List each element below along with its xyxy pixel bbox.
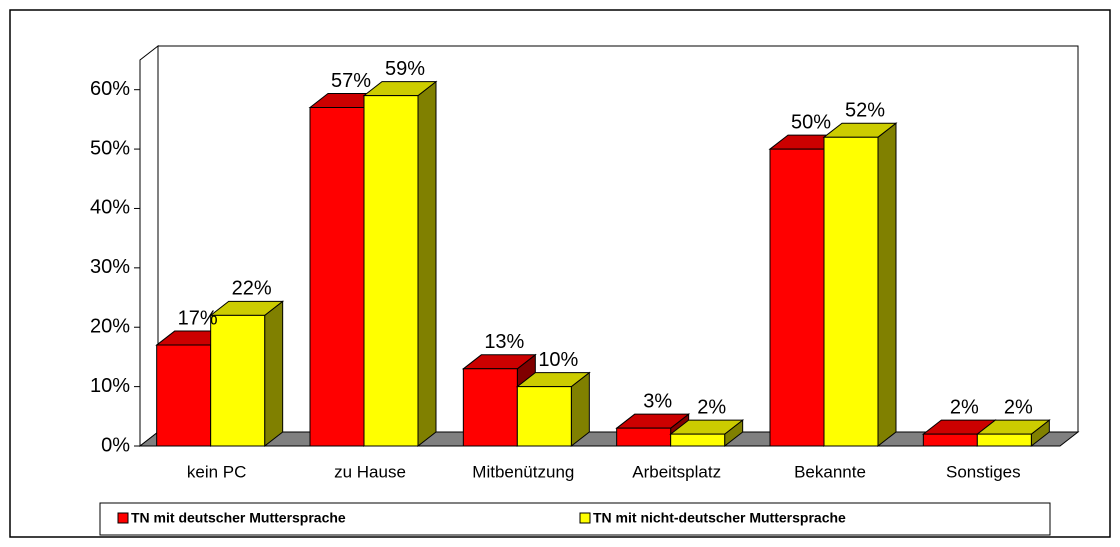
bar [209,300,285,448]
bar-face [616,427,672,447]
y-tick-label: 30% [90,256,130,278]
bar-face [156,344,212,447]
bar-face [976,433,1032,447]
bar-face [823,136,879,447]
y-tick-label: 50% [90,137,130,159]
y-tick-label: 20% [90,316,130,338]
bar [615,413,691,448]
bar-face [417,80,437,448]
value-label: 13% [484,331,524,353]
bar-face [363,95,419,447]
bar [362,80,438,448]
value-label: 52% [845,99,885,121]
bar-face [309,107,365,447]
y-tick-label: 40% [90,197,130,219]
y-tick-label: 0% [101,434,130,456]
bar-face [922,433,978,447]
value-label: 57% [331,70,371,92]
value-label: 59% [385,58,425,80]
legend-swatch [117,512,129,524]
bar [975,419,1051,448]
bar-face [877,122,897,448]
value-label: 10% [538,349,578,371]
x-tick-label: Mitbenützung [472,462,574,481]
bar-face [769,148,825,447]
value-label: 22% [232,278,272,300]
value-label: 2% [1004,396,1033,418]
bar-face [670,433,726,447]
side-wall [139,44,159,448]
x-tick-label: kein PC [187,462,247,481]
y-tick-label: 60% [90,78,130,100]
legend-label: TN mit deutscher Muttersprache [131,510,346,526]
value-label: 2% [950,396,979,418]
bar-face [264,300,284,448]
legend-box [99,502,1051,536]
value-label: 3% [643,390,672,412]
y-tick-label: 10% [90,375,130,397]
bar-face [462,368,518,447]
legend-label: TN mit nicht-deutscher Muttersprache [593,510,846,526]
value-label: 17% [178,307,218,329]
bar [822,122,898,448]
bar-face [516,386,572,447]
bar-face [210,314,266,447]
x-tick-label: Arbeitsplatz [632,462,721,481]
value-label: 2% [697,396,726,418]
x-tick-label: Bekannte [794,462,866,481]
x-tick-label: zu Hause [334,462,406,481]
back-wall [157,45,1079,433]
bar [669,419,745,448]
x-tick-label: Sonstiges [946,462,1021,481]
bar [515,371,591,448]
legend-swatch [579,512,591,524]
value-label: 50% [791,111,831,133]
